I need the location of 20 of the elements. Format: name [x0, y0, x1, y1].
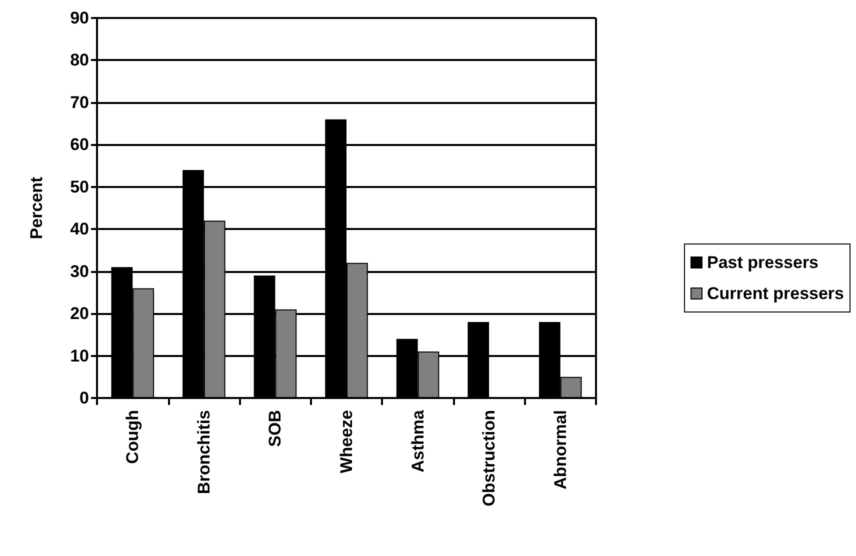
- x-tick-label: Cough: [123, 410, 142, 464]
- y-tick-label: 60: [70, 135, 89, 154]
- legend-label: Current pressers: [706, 284, 844, 303]
- x-tick-label: SOB: [266, 410, 285, 447]
- y-tick-label: 70: [70, 92, 89, 112]
- x-tick-label: Obstruction: [480, 410, 499, 506]
- y-tick-label: 80: [70, 50, 89, 70]
- y-tick-label: 20: [70, 304, 89, 324]
- y-tick-label: 50: [70, 177, 89, 196]
- y-tick-label: 90: [70, 8, 89, 28]
- y-tick-label: 30: [70, 262, 89, 281]
- x-tick-label: Asthma: [408, 409, 428, 472]
- x-tick-label: Wheeze: [337, 410, 356, 474]
- y-tick-label: 40: [70, 220, 89, 239]
- y-axis-title: Percent: [27, 176, 46, 240]
- legend-label: Past pressers: [706, 253, 819, 272]
- x-tick-label: Bronchitis: [194, 410, 214, 494]
- y-tick-label: 0: [80, 388, 89, 408]
- x-tick-label: Abnormal: [550, 410, 570, 490]
- y-tick-label: 10: [70, 346, 89, 366]
